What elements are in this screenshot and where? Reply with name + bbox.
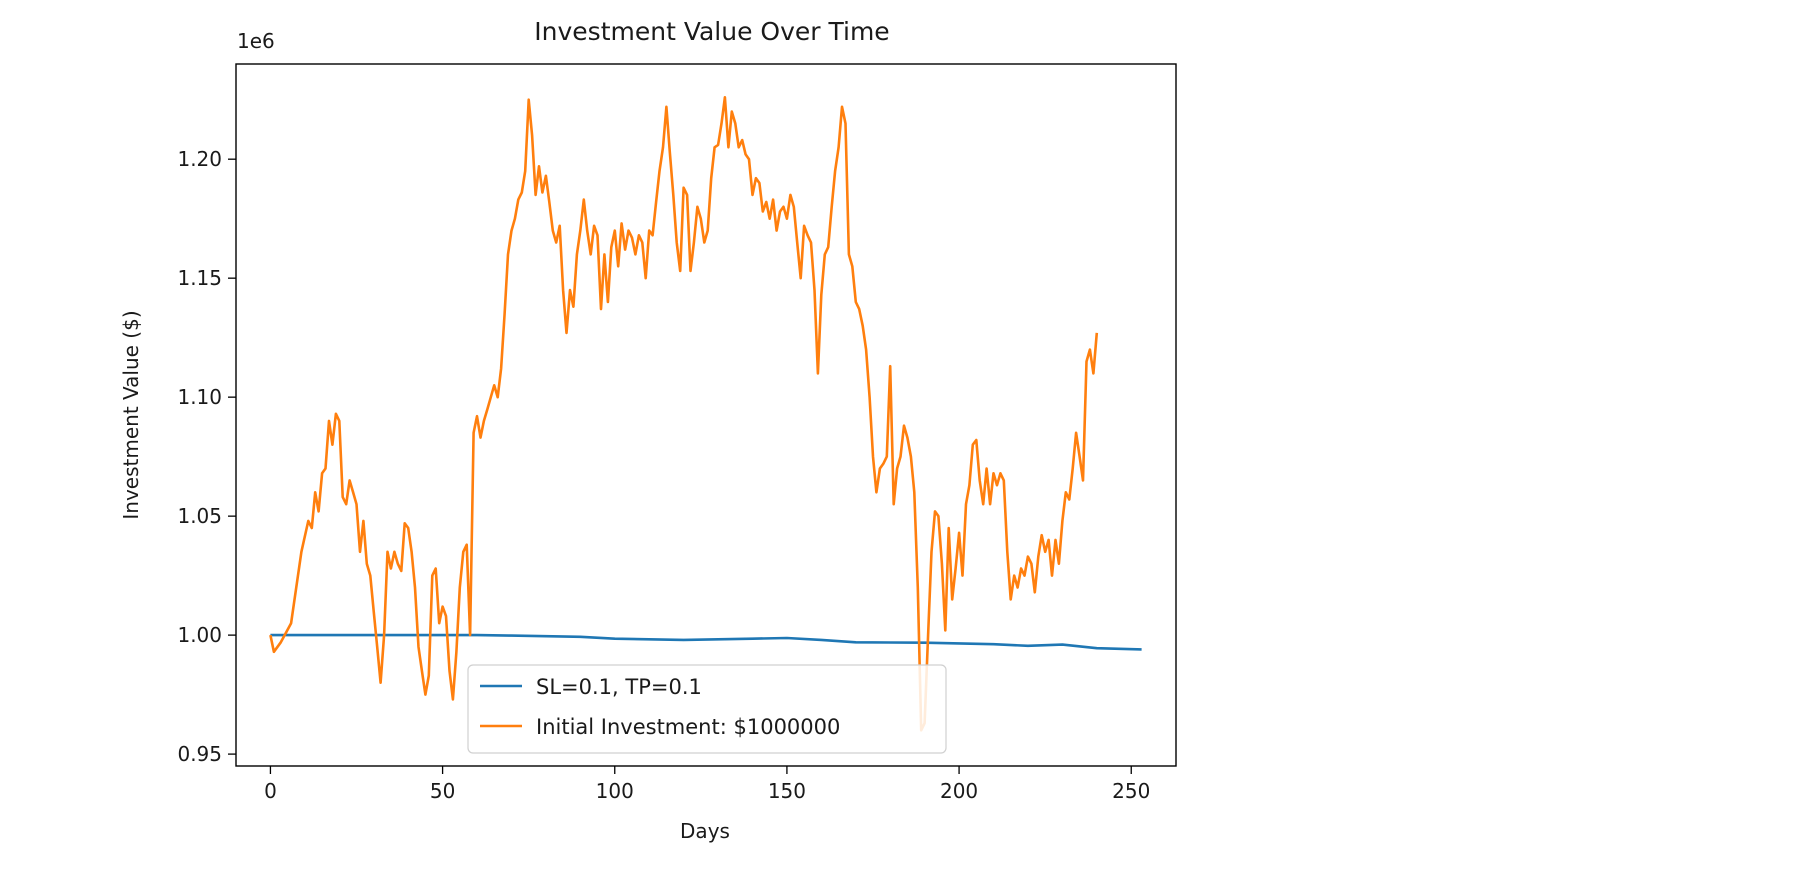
x-tick-label: 50 bbox=[430, 779, 455, 803]
legend-label-sl-tp: SL=0.1, TP=0.1 bbox=[536, 675, 702, 699]
y-tick-label: 1.05 bbox=[177, 504, 222, 528]
legend: SL=0.1, TP=0.1 Initial Investment: $1000… bbox=[467, 664, 947, 754]
legend-label-initial-investment: Initial Investment: $1000000 bbox=[536, 715, 840, 739]
y-tick-label: 1.20 bbox=[177, 147, 222, 171]
y-axis-offset-label: 1e6 bbox=[237, 29, 275, 53]
series-line-sl-0-1-tp-0-1 bbox=[270, 633, 1142, 651]
x-tick-label: 200 bbox=[940, 779, 978, 803]
y-tick-label: 0.95 bbox=[177, 742, 222, 766]
y-axis-label: Investment Value ($) bbox=[119, 310, 143, 519]
legend-box bbox=[467, 664, 947, 754]
series-layer bbox=[269, 96, 1142, 732]
ticks-layer: 0 50 100 150 200 250 0.95 1.00 1.05 1.10 1.15 1.20 bbox=[177, 147, 1150, 803]
y-tick-label: 1.10 bbox=[177, 385, 222, 409]
series-line-initial-investment-1000000 bbox=[269, 96, 1099, 732]
y-tick-label: 1.00 bbox=[177, 623, 222, 647]
x-tick-label: 0 bbox=[264, 779, 277, 803]
x-tick-label: 250 bbox=[1112, 779, 1150, 803]
x-axis-label: Days bbox=[680, 819, 730, 843]
y-tick-label: 1.15 bbox=[177, 266, 222, 290]
plot-frame bbox=[235, 63, 1177, 767]
x-tick-label: 100 bbox=[596, 779, 634, 803]
chart-title: Investment Value Over Time bbox=[534, 17, 889, 46]
x-tick-label: 150 bbox=[768, 779, 806, 803]
